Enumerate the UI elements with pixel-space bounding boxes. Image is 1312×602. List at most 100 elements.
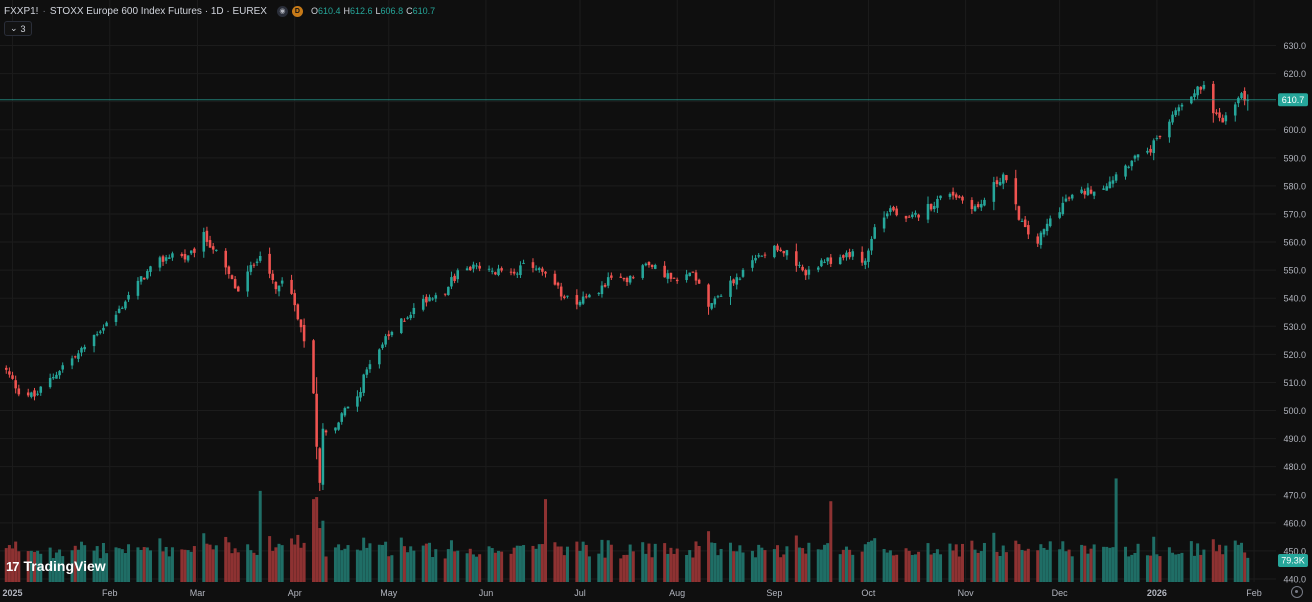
candle-body	[1146, 150, 1149, 153]
candle-body	[1124, 165, 1127, 177]
candle-body	[541, 268, 544, 272]
candle-body	[644, 263, 648, 266]
candle-body	[563, 296, 566, 298]
volume-bar	[61, 556, 65, 582]
volume-bar	[468, 548, 472, 582]
candle-body	[939, 195, 942, 199]
volume-bar	[760, 547, 764, 582]
candle-body	[1149, 148, 1152, 153]
volume-bar	[302, 542, 306, 582]
candle-body	[1083, 191, 1087, 195]
volume-bar	[584, 544, 588, 582]
candle-body	[619, 276, 623, 278]
candle-body	[544, 271, 547, 274]
volume-bar	[932, 553, 936, 582]
volume-bar	[518, 545, 522, 582]
volume-bar	[230, 553, 234, 582]
volume-bar	[1167, 547, 1171, 582]
candle-body	[873, 227, 876, 239]
volume-bar	[619, 558, 623, 582]
candle-body	[39, 386, 43, 393]
instrument-title[interactable]: STOXX Europe 600 Index Futures · 1D · EU…	[49, 5, 267, 17]
delay-icon[interactable]: D	[291, 5, 303, 17]
candle-body	[882, 217, 886, 229]
volume-bar	[929, 554, 933, 582]
price-tick-label: 580.0	[1283, 181, 1306, 191]
candle-body	[120, 307, 124, 309]
tradingview-logo-icon: 17	[6, 558, 20, 574]
ohlc-readout: O610.4 H612.6 L606.8 C610.7	[311, 6, 435, 16]
open-label: O	[310, 6, 318, 16]
candle-body	[716, 296, 720, 298]
volume-bar	[732, 551, 736, 582]
volume-bar	[233, 548, 237, 582]
candle-body	[867, 250, 870, 262]
candle-body	[713, 298, 717, 305]
candle-body	[534, 268, 538, 270]
volume-bar	[312, 499, 316, 582]
volume-bar	[293, 544, 297, 582]
volume-bar	[995, 551, 999, 582]
volume-bar	[888, 550, 892, 582]
candle-body	[798, 264, 801, 266]
candle-body	[647, 261, 651, 266]
candle-body	[763, 254, 767, 256]
volume-bar	[487, 546, 491, 582]
candle-body	[807, 269, 811, 275]
volume-bar	[299, 547, 303, 582]
volume-bar	[274, 547, 278, 582]
candle-body	[114, 314, 118, 322]
candle-body	[26, 392, 30, 396]
candle-body	[641, 265, 644, 278]
candle-body	[127, 295, 130, 300]
volume-bar	[167, 556, 171, 582]
candle-body	[290, 279, 293, 294]
candle-body	[751, 260, 754, 268]
candle-body	[606, 277, 610, 286]
volume-bar	[1023, 550, 1027, 582]
volume-bar	[776, 545, 780, 582]
candle-body	[829, 257, 833, 264]
volume-bar	[697, 545, 701, 582]
volume-bar	[1214, 551, 1218, 582]
volume-bar	[741, 552, 745, 582]
candle-body	[17, 388, 21, 395]
eye-icon[interactable]: ◉	[276, 5, 288, 17]
candle-body	[1193, 93, 1196, 98]
volume-bar	[954, 544, 958, 582]
candle-body	[889, 208, 892, 212]
candle-body	[597, 293, 601, 295]
volume-bar	[644, 553, 648, 582]
volume-bar	[650, 557, 654, 582]
volume-bar	[1240, 542, 1244, 582]
candlestick-series	[4, 81, 1250, 491]
candle-body	[312, 340, 315, 394]
volume-bar	[553, 542, 557, 582]
volume-bar	[578, 550, 582, 582]
candle-body	[490, 270, 494, 272]
volume-bar	[735, 551, 739, 582]
price-tick-label: 570.0	[1283, 209, 1306, 219]
tradingview-logo-text: TradingView	[23, 558, 106, 574]
volume-bar	[1152, 536, 1156, 582]
volume-bar	[252, 552, 256, 582]
volume-bar	[544, 499, 548, 582]
tradingview-logo[interactable]: 17 TradingView	[6, 558, 106, 574]
symbol-label[interactable]: FXXP1!	[4, 5, 39, 17]
volume-bar	[324, 556, 328, 582]
volume-bar	[628, 544, 632, 582]
volume-bar	[315, 497, 319, 582]
indicator-toggle-button[interactable]: ⌄ 3	[4, 21, 32, 36]
volume-bar	[1026, 548, 1030, 582]
settings-icon[interactable]	[1291, 586, 1303, 598]
volume-bar	[1017, 544, 1021, 582]
volume-bar	[387, 556, 391, 582]
candle-body	[183, 254, 187, 260]
last-volume-tag-bg	[1278, 554, 1308, 567]
volume-bar	[471, 554, 475, 582]
candle-body	[1136, 154, 1140, 158]
price-tick-label: 500.0	[1283, 406, 1306, 416]
candle-body	[321, 428, 325, 485]
